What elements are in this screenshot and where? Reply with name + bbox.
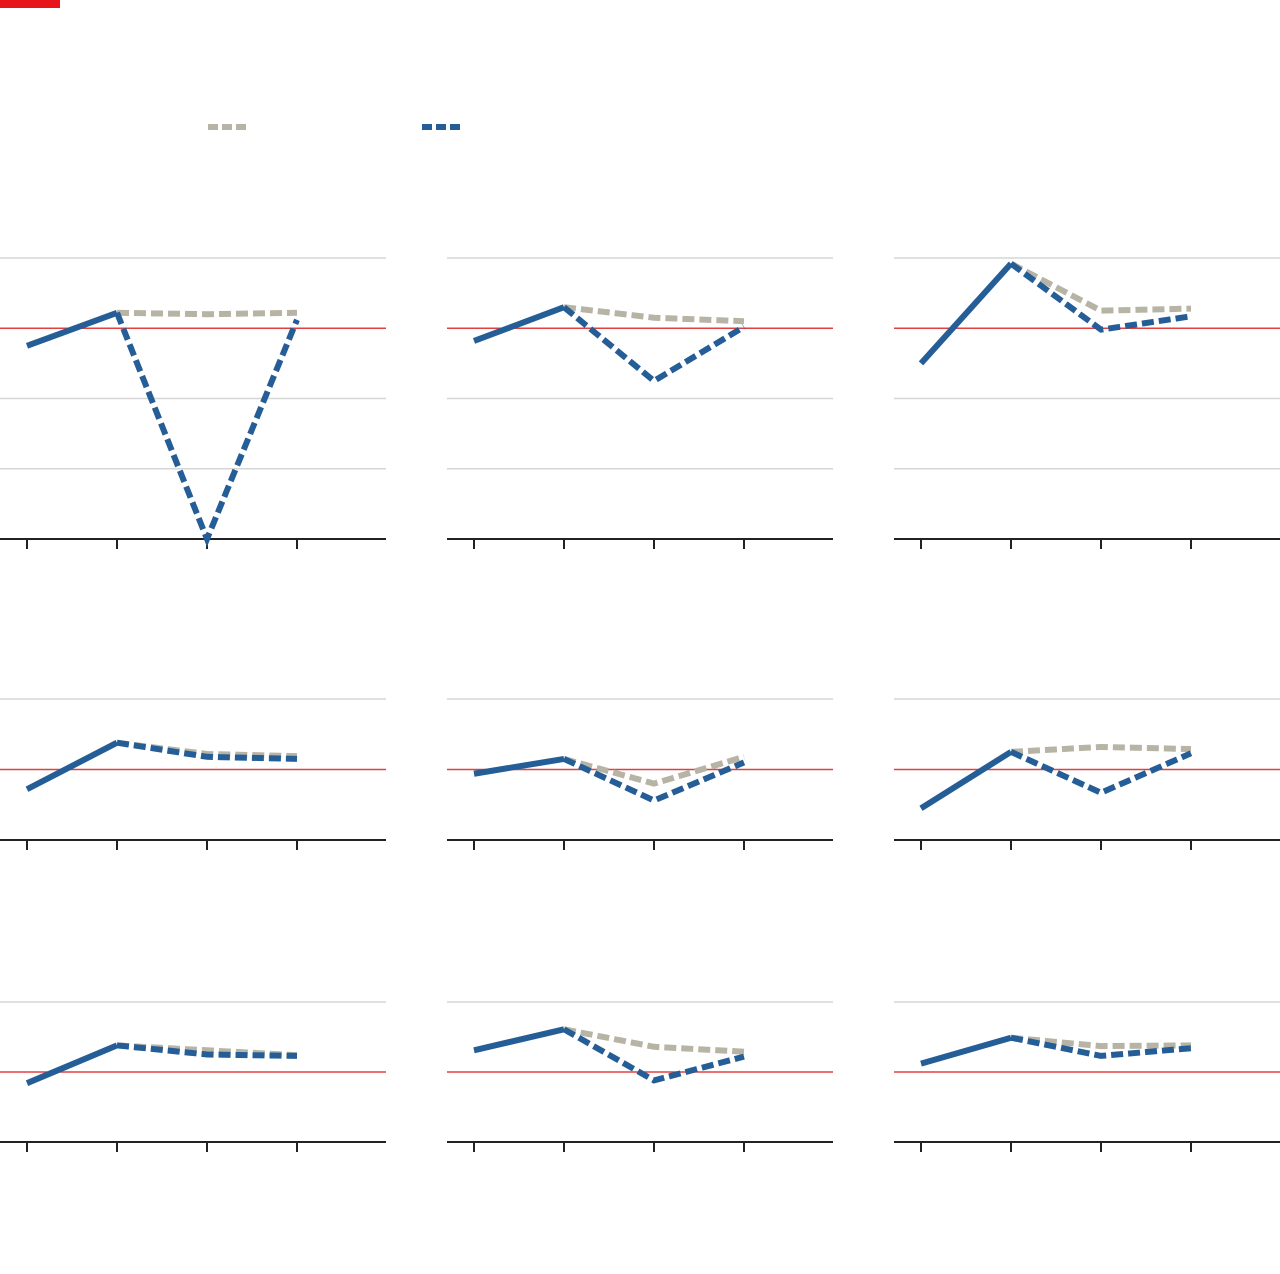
series-line-actual [473, 755, 565, 777]
series-line-forecast-current [1010, 1034, 1192, 1059]
chart-panel [0, 698, 386, 850]
series-line-forecast-current [562, 304, 746, 385]
chart-panel [0, 1001, 386, 1152]
series-line-forecast-current [1009, 749, 1193, 797]
chart-panel [894, 257, 1280, 549]
chart-panel [0, 257, 386, 549]
series-line-forecast-current [562, 1026, 745, 1084]
series-line-forecast-previous [1009, 260, 1192, 314]
series-line-actual [920, 1034, 1012, 1067]
series-line-actual [473, 1026, 565, 1054]
series-line-forecast-current [1009, 261, 1192, 333]
chart-panel [894, 1001, 1280, 1152]
series-line-forecast-current [114, 311, 300, 548]
series-line-forecast-previous [1010, 743, 1192, 755]
chart-panel [447, 698, 833, 850]
series-line-forecast-previous [116, 1042, 298, 1059]
chart-panel [894, 698, 1280, 850]
chart-panel [447, 1001, 833, 1152]
series-line-actual [25, 309, 119, 349]
chart-panel [447, 257, 833, 549]
series-line-forecast-previous [563, 753, 745, 787]
brand-logo-bar [0, 0, 60, 8]
chart-panels [0, 257, 1280, 1152]
series-line-actual [25, 1042, 119, 1086]
series-line-actual [25, 740, 119, 792]
series-line-actual [472, 304, 566, 344]
series-line-forecast-current [116, 1042, 298, 1059]
series-line-actual [919, 749, 1013, 811]
series-line-forecast-current [562, 756, 746, 804]
series-line-actual [918, 261, 1014, 366]
series-line-forecast-previous [563, 304, 745, 325]
series-line-forecast-previous [563, 1026, 745, 1055]
series-line-forecast-current [116, 739, 298, 762]
series-line-forecast-previous [1010, 1034, 1192, 1050]
series-line-forecast-previous [116, 309, 298, 318]
